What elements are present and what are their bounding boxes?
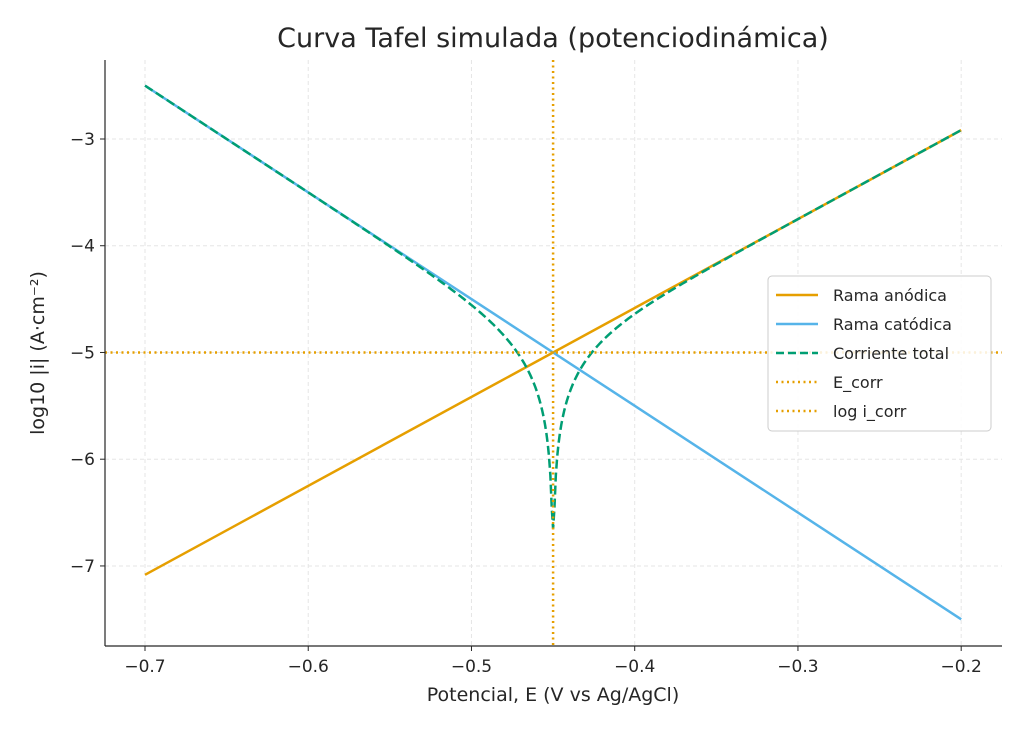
x-tick-label: −0.5	[451, 657, 492, 677]
y-tick-label: −6	[70, 450, 95, 470]
x-tick-label: −0.6	[288, 657, 329, 677]
x-tick-label: −0.3	[777, 657, 818, 677]
legend-label: log i_corr	[833, 402, 907, 422]
legend-label: E_corr	[833, 373, 883, 393]
y-tick-label: −3	[70, 130, 95, 150]
y-tick-label: −5	[70, 343, 95, 363]
y-tick-label: −4	[70, 237, 95, 257]
x-tick-label: −0.2	[941, 657, 982, 677]
legend-box	[767, 275, 992, 432]
x-tick-label: −0.7	[124, 657, 165, 677]
legend-label: Rama catódica	[833, 315, 952, 334]
legend-label: Rama anódica	[833, 286, 947, 305]
y-tick-label: −7	[70, 557, 95, 577]
y-axis-label: log10 |i| (A·cm⁻²)	[27, 271, 49, 435]
x-axis-label: Potencial, E (V vs Ag/AgCl)	[427, 684, 679, 706]
chart-title: Curva Tafel simulada (potenciodinámica)	[277, 23, 829, 54]
legend-label: Corriente total	[833, 344, 949, 363]
x-tick-label: −0.4	[614, 657, 655, 677]
